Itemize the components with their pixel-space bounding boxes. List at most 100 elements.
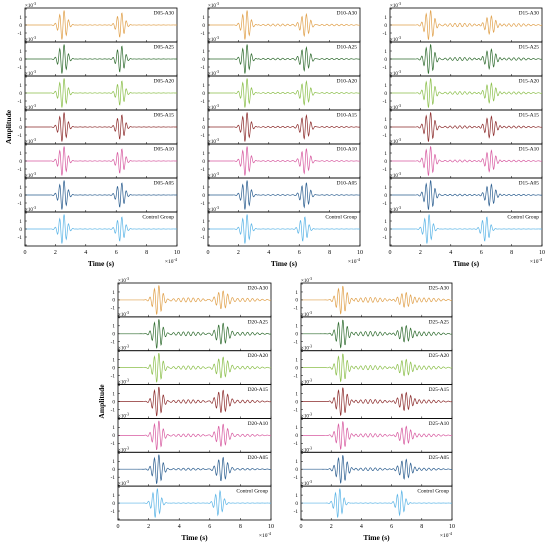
y-exponent-label: ×10-3 — [118, 311, 129, 318]
y-tick-label: 0 — [112, 365, 115, 371]
series-label: D20-A30 — [248, 286, 269, 292]
series-line-D10-A20 — [208, 78, 361, 108]
y-tick-label: -1 — [111, 441, 116, 447]
y-tick-label: -1 — [111, 340, 116, 346]
series-label: D15-A25 — [519, 45, 540, 51]
series-line-D25-A05 — [301, 455, 453, 484]
y-exponent-label: ×10-3 — [208, 36, 219, 43]
series-label: D10-A30 — [337, 11, 358, 17]
series-line-Control Group — [118, 488, 272, 518]
series-line-D10-A15 — [208, 112, 361, 142]
y-exponent-label: ×10-3 — [25, 2, 36, 9]
y-exponent-power: -3 — [309, 480, 312, 484]
y-tick-label: 1 — [202, 83, 205, 89]
series-label: D10-A15 — [337, 113, 358, 119]
series-label: D05-A15 — [154, 113, 175, 119]
x-tick-label: 2 — [237, 250, 240, 256]
y-tick-label: 0 — [384, 57, 387, 63]
y-tick-label: -1 — [383, 99, 388, 105]
y-exponent-power: -3 — [216, 70, 219, 74]
series-label: D10-A10 — [337, 147, 358, 153]
y-tick-label: 0 — [19, 227, 22, 233]
series-label: D25-A30 — [429, 286, 450, 292]
y-exponent-label: ×10-3 — [208, 138, 219, 145]
y-tick-label: 0 — [19, 91, 22, 97]
subplot-Control Group: Control Group 1 0 -1 ×10-3 — [18, 206, 178, 247]
y-tick-label: 0 — [295, 501, 298, 507]
y-tick-label: -1 — [18, 99, 23, 105]
y-tick-label: -1 — [111, 509, 116, 515]
y-tick-label: 0 — [202, 91, 205, 97]
y-tick-label: 1 — [295, 324, 298, 330]
y-tick-label: 0 — [112, 501, 115, 507]
series-line-D20-A05 — [118, 454, 272, 484]
x-tick-label: 4 — [449, 250, 452, 256]
subplot-Control Group: Control Group 1 0 -1 ×10-3 — [294, 480, 453, 521]
series-line-D20-A30 — [118, 285, 272, 315]
series-line-D25-A20 — [301, 353, 453, 383]
x-exponent-label: ×10-4 — [259, 531, 272, 539]
x-tick-label: 0 — [389, 250, 392, 256]
x-axis-label: Time (s) — [271, 259, 298, 268]
series-label: Control Group — [325, 215, 357, 221]
y-tick-label: 1 — [202, 49, 205, 55]
x-exponent-label: ×10-4 — [530, 257, 543, 265]
series-label: D25-A15 — [429, 387, 450, 393]
series-label: D10-A25 — [337, 45, 358, 51]
y-tick-label: 1 — [202, 185, 205, 191]
y-exponent-label: ×10-3 — [301, 379, 312, 386]
y-exponent-label: ×10-3 — [25, 206, 36, 213]
y-tick-label: -1 — [294, 340, 299, 346]
y-exponent-power: -3 — [126, 412, 129, 416]
x-tick-label: 4 — [178, 524, 181, 530]
y-exponent-label: ×10-3 — [390, 206, 401, 213]
y-tick-label: 0 — [384, 227, 387, 233]
x-tick-label: 8 — [420, 524, 423, 530]
y-exponent-power: -3 — [398, 36, 401, 40]
x-axis-label: Time (s) — [363, 533, 390, 542]
x-tick-label: 6 — [208, 524, 211, 530]
series-line-D20-A15 — [118, 386, 272, 417]
series-line-Control Group — [208, 214, 361, 244]
y-exponent-label: ×10-3 — [301, 277, 312, 284]
series-line-D05-A30 — [25, 10, 178, 40]
y-exponent-power: -3 — [398, 104, 401, 108]
y-exponent-label: ×10-3 — [118, 446, 129, 453]
y-exponent-power: -3 — [33, 206, 36, 210]
y-exponent-power: -3 — [33, 172, 36, 176]
y-tick-label: 0 — [384, 23, 387, 29]
x-tick-label: 6 — [480, 250, 483, 256]
y-tick-label: 1 — [384, 83, 387, 89]
series-label: D10-A20 — [337, 79, 358, 85]
y-tick-label: 0 — [202, 57, 205, 63]
y-tick-label: 0 — [112, 399, 115, 405]
y-exponent-power: -3 — [216, 172, 219, 176]
y-exponent-label: ×10-3 — [118, 277, 129, 284]
y-tick-label: 1 — [384, 185, 387, 191]
x-tick-label: 10 — [539, 250, 545, 256]
series-label: D20-A20 — [248, 353, 269, 359]
y-tick-label: 1 — [202, 117, 205, 123]
y-exponent-power: -3 — [126, 311, 129, 315]
y-tick-label: 0 — [384, 91, 387, 97]
y-exponent-label: ×10-3 — [301, 412, 312, 419]
series-label: D05-A25 — [154, 45, 175, 51]
y-axis-label: Amplitude — [97, 384, 106, 419]
y-tick-label: -1 — [294, 373, 299, 379]
y-exponent-power: -3 — [398, 172, 401, 176]
x-tick-label: 0 — [207, 250, 210, 256]
y-exponent-power: -3 — [309, 446, 312, 450]
y-exponent-power: -3 — [309, 412, 312, 416]
x-tick-label: 2 — [330, 524, 333, 530]
y-tick-label: 0 — [202, 159, 205, 165]
y-exponent-power: -3 — [309, 345, 312, 349]
y-exponent-power: -3 — [33, 2, 36, 6]
y-tick-label: 0 — [19, 57, 22, 63]
x-tick-label: 8 — [145, 250, 148, 256]
series-line-D15-A25 — [390, 44, 543, 74]
